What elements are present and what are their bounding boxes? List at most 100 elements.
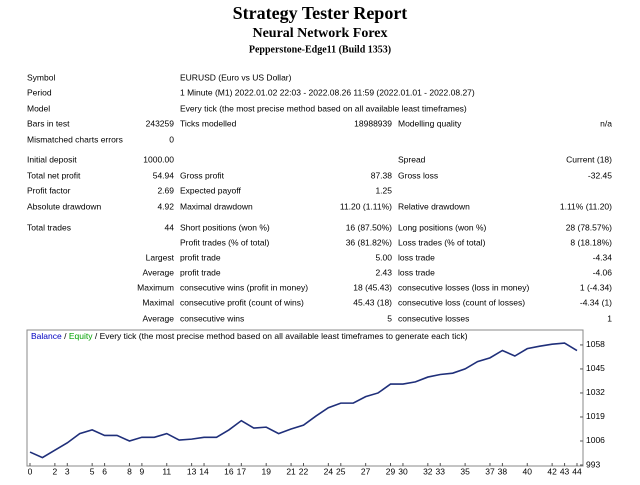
x-tick-label: 40 — [523, 466, 533, 476]
cell-value: 1.11% (11.20) — [560, 201, 612, 211]
x-tick-label: 16 — [224, 466, 234, 476]
legend-equity: Equity — [69, 331, 93, 341]
cell-label: Every tick (the most precise method base… — [180, 103, 467, 113]
cell-label: Modelling quality — [398, 118, 462, 128]
cell-label: Spread — [398, 154, 426, 164]
x-tick-label: 5 — [90, 466, 95, 476]
cell-label: Ticks modelled — [180, 118, 237, 128]
x-tick-label: 19 — [261, 466, 271, 476]
cell-label: Gross loss — [398, 170, 438, 180]
cell-value: 243259 — [146, 118, 175, 128]
cell-value: -4.34 (1) — [580, 297, 612, 307]
cell-value: 54.94 — [153, 170, 175, 180]
cell-label: Model — [27, 103, 50, 113]
cell-value: 18 (45.43) — [353, 282, 392, 292]
x-tick-label: 27 — [361, 466, 371, 476]
cell-label: profit trade — [180, 267, 221, 277]
cell-label: Gross profit — [180, 170, 225, 180]
cell-label: Relative drawdown — [398, 201, 470, 211]
cell-value: 1 — [607, 313, 612, 323]
x-tick-label: 2 — [52, 466, 57, 476]
cell-label: Absolute drawdown — [27, 201, 101, 211]
cell-label: Profit factor — [27, 185, 71, 195]
cell-label: Period — [27, 87, 52, 97]
x-tick-label: 44 — [572, 466, 582, 476]
y-tick-label: 1019 — [586, 411, 605, 421]
cell-value: 36 (81.82%) — [346, 237, 392, 247]
x-tick-label: 33 — [436, 466, 446, 476]
cell-value: -4.06 — [593, 267, 613, 277]
cell-label: Maximal — [142, 297, 174, 307]
cell-label: Average — [142, 267, 174, 277]
cell-value: 8 (18.18%) — [570, 237, 612, 247]
subtitle: Neural Network Forex — [252, 26, 387, 41]
cell-label: Initial deposit — [27, 154, 77, 164]
cell-value: -4.34 — [593, 252, 613, 262]
cell-label: Total net profit — [27, 170, 81, 180]
cell-value: 0 — [169, 134, 174, 144]
cell-value: 5.00 — [375, 252, 392, 262]
cell-value: 2.69 — [157, 185, 174, 195]
cell-label: consecutive losses (loss in money) — [398, 282, 530, 292]
y-tick-label: 993 — [586, 459, 600, 469]
legend-sep: / — [64, 331, 67, 341]
cell-value: n/a — [600, 118, 612, 128]
cell-label: Short positions (won %) — [180, 222, 270, 232]
cell-value: Current (18) — [566, 154, 612, 164]
x-tick-label: 25 — [336, 466, 346, 476]
cell-label: consecutive wins (profit in money) — [180, 282, 308, 292]
y-tick-label: 1032 — [586, 387, 605, 397]
cell-value: 18988939 — [354, 118, 392, 128]
balance-line — [29, 342, 578, 459]
cell-value: -32.45 — [588, 170, 612, 180]
x-tick-label: 30 — [398, 466, 408, 476]
cell-value: 87.38 — [371, 170, 393, 180]
cell-label: Mismatched charts errors — [27, 134, 123, 144]
cell-value: 1.25 — [375, 185, 392, 195]
x-tick-label: 42 — [547, 466, 557, 476]
server: Pepperstone-Edge11 (Build 1353) — [249, 44, 391, 55]
cell-value: 1 (-4.34) — [580, 282, 612, 292]
x-tick-label: 43 — [560, 466, 570, 476]
cell-label: Average — [142, 313, 174, 323]
x-tick-label: 29 — [386, 466, 396, 476]
cell-label: Symbol — [27, 72, 55, 82]
x-tick-label: 9 — [140, 466, 145, 476]
cell-label: consecutive profit (count of wins) — [180, 297, 304, 307]
chart-frame — [26, 329, 584, 467]
x-tick-label: 8 — [127, 466, 132, 476]
cell-value: 11.20 (1.11%) — [340, 201, 392, 211]
x-tick-label: 21 — [286, 466, 296, 476]
x-tick-label: 22 — [299, 466, 309, 476]
cell-value: 44 — [165, 222, 175, 232]
x-tick-label: 3 — [65, 466, 70, 476]
x-tick-label: 37 — [485, 466, 495, 476]
x-tick-label: 24 — [324, 466, 334, 476]
title: Strategy Tester Report — [233, 3, 408, 23]
cell-label: EURUSD (Euro vs US Dollar) — [180, 72, 292, 82]
x-tick-label: 0 — [28, 466, 33, 476]
legend: Balance / Equity / Every tick (the most … — [31, 331, 468, 341]
cell-label: loss trade — [398, 267, 435, 277]
cell-value: 5 — [387, 313, 392, 323]
legend-note: / Every tick (the most precise method ba… — [95, 331, 468, 341]
cell-label: Profit trades (% of total) — [180, 237, 269, 247]
cell-label: Maximum — [137, 282, 174, 292]
cell-label: Maximal drawdown — [180, 201, 253, 211]
cell-label: Long positions (won %) — [398, 222, 487, 232]
x-tick-label: 14 — [199, 466, 209, 476]
cell-value: 2.43 — [375, 267, 392, 277]
x-tick-label: 32 — [423, 466, 433, 476]
cell-label: consecutive wins — [180, 313, 244, 323]
x-tick-label: 13 — [187, 466, 197, 476]
legend-balance: Balance — [31, 331, 62, 341]
cell-value: 4.92 — [157, 201, 174, 211]
x-tick-label: 35 — [460, 466, 470, 476]
cell-label: Loss trades (% of total) — [398, 237, 486, 247]
cell-label: Bars in test — [27, 118, 70, 128]
x-tick-label: 38 — [498, 466, 508, 476]
cell-label: Total trades — [27, 222, 71, 232]
x-tick-label: 11 — [162, 466, 171, 476]
